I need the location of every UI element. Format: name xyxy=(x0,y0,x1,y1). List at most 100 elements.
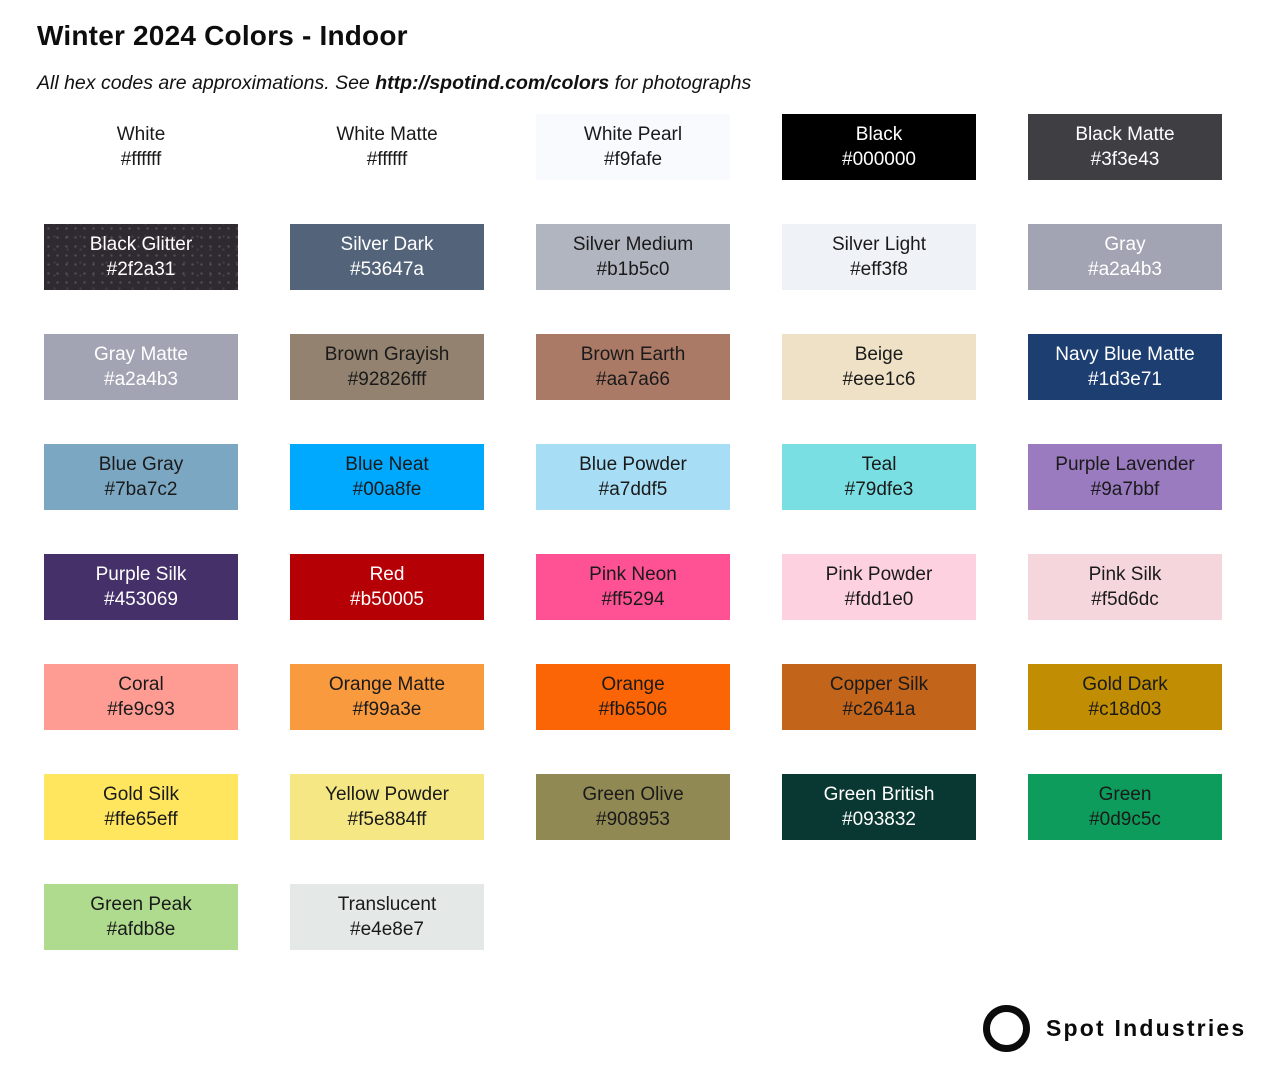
color-swatch: White Matte #ffffff xyxy=(290,114,484,180)
color-swatch: Teal #79dfe3 xyxy=(782,444,976,510)
swatch-name: Coral xyxy=(118,674,164,695)
swatch-hex: #9a7bbf xyxy=(1090,479,1160,500)
swatch-name: Yellow Powder xyxy=(325,784,449,805)
color-swatch: Gray Matte #a2a4b3 xyxy=(44,334,238,400)
swatch-hex: #a2a4b3 xyxy=(104,369,178,390)
color-swatch: Beige #eee1c6 xyxy=(782,334,976,400)
color-swatch: Pink Powder #fdd1e0 xyxy=(782,554,976,620)
swatch-name: Brown Earth xyxy=(580,344,686,365)
swatch-name: Brown Grayish xyxy=(324,344,450,365)
swatch-name: Gold Dark xyxy=(1082,674,1168,695)
color-swatch: Orange #fb6506 xyxy=(536,664,730,730)
swatch-name: Beige xyxy=(854,344,904,365)
swatch-hex: #000000 xyxy=(842,149,916,170)
color-swatch: Gold Dark #c18d03 xyxy=(1028,664,1222,730)
swatch-name: Red xyxy=(369,564,405,585)
swatch-name: Orange Matte xyxy=(328,674,446,695)
swatch-hex: #1d3e71 xyxy=(1088,369,1162,390)
swatch-name: Blue Neat xyxy=(345,454,429,475)
swatch-hex: #ffffff xyxy=(120,149,162,170)
color-swatch: Red #b50005 xyxy=(290,554,484,620)
color-swatch: Blue Neat #00a8fe xyxy=(290,444,484,510)
color-swatch: Silver Medium #b1b5c0 xyxy=(536,224,730,290)
color-swatch: Green Peak #afdb8e xyxy=(44,884,238,950)
swatch-name: Purple Silk xyxy=(95,564,187,585)
color-swatch: Pink Silk #f5d6dc xyxy=(1028,554,1222,620)
swatch-name: Green Olive xyxy=(582,784,684,805)
swatch-name: Green Peak xyxy=(90,894,192,915)
swatch-hex: #fe9c93 xyxy=(107,699,175,720)
color-swatch: Green #0d9c5c xyxy=(1028,774,1222,840)
swatch-hex: #0d9c5c xyxy=(1089,809,1161,830)
color-swatch: Translucent #e4e8e7 xyxy=(290,884,484,950)
swatch-name: Copper Silk xyxy=(829,674,929,695)
subtitle-suffix: for photographs xyxy=(609,72,752,94)
swatch-hex: #a7ddf5 xyxy=(598,479,668,500)
swatch-hex: #f5d6dc xyxy=(1091,589,1159,610)
swatch-name: Pink Neon xyxy=(589,564,677,585)
page-subtitle: All hex codes are approximations. See ht… xyxy=(37,72,751,95)
swatch-hex: #fdd1e0 xyxy=(844,589,914,610)
swatch-hex: #eee1c6 xyxy=(842,369,916,390)
swatch-hex: #ffe65eff xyxy=(104,809,178,830)
swatch-name: Gold Silk xyxy=(102,784,180,805)
swatch-hex: #3f3e43 xyxy=(1090,149,1160,170)
swatch-name: Pink Powder xyxy=(825,564,933,585)
swatch-name: Silver Light xyxy=(832,234,926,255)
color-swatch: White #ffffff xyxy=(44,114,238,180)
color-swatch: Navy Blue Matte #1d3e71 xyxy=(1028,334,1222,400)
swatch-hex: #aa7a66 xyxy=(596,369,670,390)
color-swatch: Coral #fe9c93 xyxy=(44,664,238,730)
swatch-hex: #f99a3e xyxy=(352,699,422,720)
swatch-name: Green xyxy=(1098,784,1152,805)
swatch-name: Black xyxy=(855,124,903,145)
color-swatch: Silver Dark #53647a xyxy=(290,224,484,290)
swatch-hex: #eff3f8 xyxy=(850,259,908,280)
swatch-hex: #ffffff xyxy=(366,149,408,170)
color-swatch: Brown Grayish #92826fff xyxy=(290,334,484,400)
swatch-hex: #c2641a xyxy=(842,699,916,720)
swatch-name: Teal xyxy=(861,454,897,475)
swatch-hex: #e4e8e7 xyxy=(350,919,424,940)
swatch-name: Gray Matte xyxy=(94,344,188,365)
swatch-name: Silver Dark xyxy=(340,234,434,255)
color-swatch: Pink Neon #ff5294 xyxy=(536,554,730,620)
swatch-hex: #c18d03 xyxy=(1088,699,1162,720)
swatch-hex: #7ba7c2 xyxy=(104,479,178,500)
color-swatch: Blue Gray #7ba7c2 xyxy=(44,444,238,510)
swatch-name: White Matte xyxy=(336,124,438,145)
swatch-name: Silver Medium xyxy=(572,234,694,255)
swatch-hex: #a2a4b3 xyxy=(1088,259,1162,280)
swatch-hex: #53647a xyxy=(350,259,424,280)
swatch-name: Blue Powder xyxy=(579,454,687,475)
circle-ring-icon xyxy=(983,1005,1030,1052)
swatch-hex: #093832 xyxy=(842,809,916,830)
swatch-hex: #afdb8e xyxy=(106,919,176,940)
swatch-hex: #fb6506 xyxy=(598,699,668,720)
color-swatch: Copper Silk #c2641a xyxy=(782,664,976,730)
color-swatch: Blue Powder #a7ddf5 xyxy=(536,444,730,510)
brand-logo: Spot Industries xyxy=(983,1005,1246,1052)
subtitle-url: http://spotind.com/colors xyxy=(375,72,610,94)
color-swatch: Black Matte #3f3e43 xyxy=(1028,114,1222,180)
brand-name: Spot Industries xyxy=(1046,1015,1247,1041)
swatch-hex: #908953 xyxy=(596,809,670,830)
color-swatch: Green Olive #908953 xyxy=(536,774,730,840)
swatch-name: Blue Gray xyxy=(98,454,184,475)
swatch-hex: #2f2a31 xyxy=(106,259,176,280)
color-swatch: Silver Light #eff3f8 xyxy=(782,224,976,290)
swatch-hex: #b1b5c0 xyxy=(596,259,670,280)
color-swatch: Gold Silk #ffe65eff xyxy=(44,774,238,840)
swatch-hex: #92826fff xyxy=(347,369,427,390)
swatch-grid: White #ffffff White Matte #ffffff White Pear… xyxy=(44,114,1222,950)
swatch-name: Gray xyxy=(1104,234,1146,255)
color-swatch: Black #000000 xyxy=(782,114,976,180)
swatch-hex: #453069 xyxy=(104,589,178,610)
color-swatch: Green British #093832 xyxy=(782,774,976,840)
color-swatch: Gray #a2a4b3 xyxy=(1028,224,1222,290)
swatch-name: Pink Silk xyxy=(1088,564,1162,585)
color-swatch: Orange Matte #f99a3e xyxy=(290,664,484,730)
swatch-hex: #b50005 xyxy=(350,589,424,610)
swatch-hex: #79dfe3 xyxy=(844,479,914,500)
swatch-name: White xyxy=(116,124,166,145)
